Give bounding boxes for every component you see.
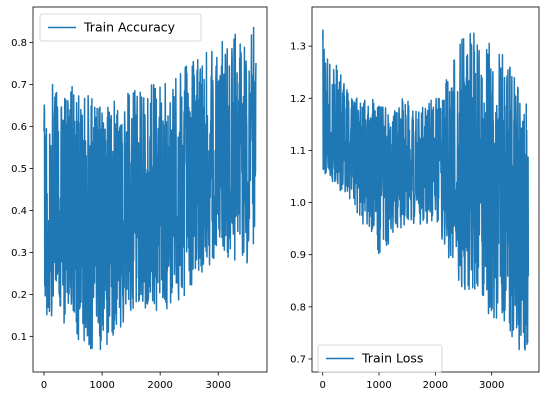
loss-plot-area [321, 29, 530, 351]
accuracy-legend: Train Accuracy [39, 13, 202, 42]
loss-y-tick-label: 1.3 [290, 42, 306, 53]
accuracy-subplot: 0 1000 2000 3000 0.1 0.2 0.3 0.4 0.5 0.6 0.7 0.8 Tr… [11, 6, 268, 391]
accuracy-x-tick-label: 3000 [205, 380, 230, 391]
loss-y-tick-label: 0.9 [290, 250, 306, 261]
loss-y-tick-label: 1.1 [290, 146, 306, 157]
loss-legend-box [317, 344, 443, 373]
accuracy-y-tick-label: 0.3 [11, 248, 27, 259]
loss-x-tick-label: 2000 [423, 380, 448, 391]
accuracy-y-tick-label: 0.4 [11, 206, 27, 217]
loss-x-tick-label: 3000 [479, 380, 504, 391]
accuracy-x-tick-label: 0 [41, 380, 47, 391]
loss-series-line [321, 29, 530, 351]
accuracy-series-line [43, 26, 257, 351]
loss-subplot: 0 1000 2000 3000 0.7 0.8 0.9 1.0 1.1 1.2 1.3 Train… [290, 6, 540, 391]
loss-y-tick-label: 1.2 [290, 94, 306, 105]
loss-y-tick-label: 1.0 [290, 198, 306, 209]
accuracy-y-tick-label: 0.8 [11, 38, 27, 49]
loss-y-tick-label: 0.8 [290, 302, 306, 313]
accuracy-legend-box [39, 13, 202, 42]
accuracy-y-tick-label: 0.2 [11, 290, 27, 301]
accuracy-x-tick-label: 1000 [89, 380, 114, 391]
accuracy-plot-area [43, 26, 257, 351]
loss-legend: Train Loss [317, 344, 443, 373]
accuracy-y-tick-label: 0.1 [11, 332, 27, 343]
accuracy-axis-ticks: 0 1000 2000 3000 0.1 0.2 0.3 0.4 0.5 0.6 0.7 0.8 [11, 38, 231, 391]
loss-legend-label: Train Loss [361, 351, 423, 366]
loss-x-tick-label: 1000 [366, 380, 391, 391]
loss-x-tick-label: 0 [320, 380, 326, 391]
loss-y-tick-label: 0.7 [290, 354, 306, 365]
accuracy-y-tick-label: 0.5 [11, 164, 27, 175]
loss-axis-ticks: 0 1000 2000 3000 0.7 0.8 0.9 1.0 1.1 1.2 1.3 [290, 42, 504, 391]
accuracy-y-tick-label: 0.7 [11, 80, 27, 91]
accuracy-y-tick-label: 0.6 [11, 122, 27, 133]
accuracy-legend-label: Train Accuracy [83, 20, 176, 35]
accuracy-x-tick-label: 2000 [147, 380, 172, 391]
